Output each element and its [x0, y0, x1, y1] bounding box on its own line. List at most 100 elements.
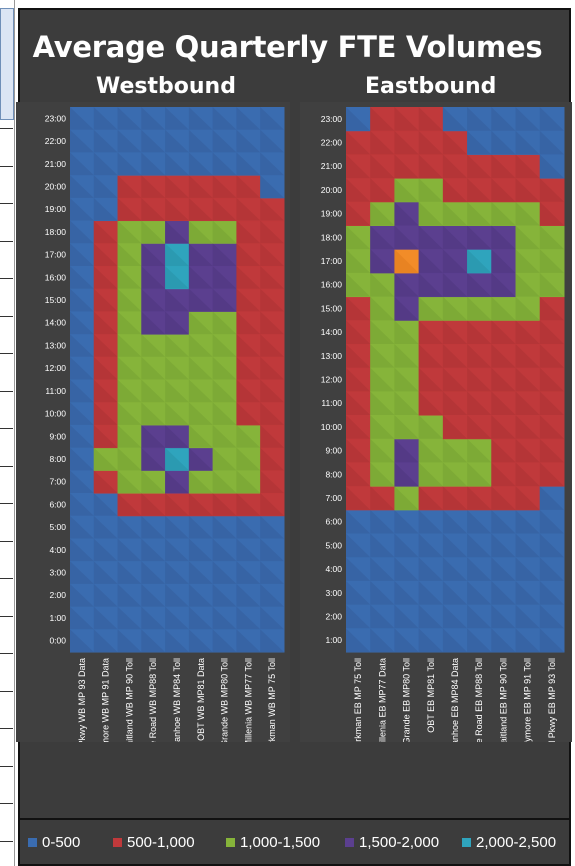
eastbound-cell-facet [467, 438, 492, 463]
margin-rule [0, 278, 13, 279]
eastbound-cell-facet [467, 462, 492, 487]
eastbound-cell-facet [394, 415, 419, 439]
westbound-cell-facet [165, 538, 189, 562]
westbound-y-tick-label: 2:00 [49, 590, 66, 600]
westbound-cell-facet [212, 470, 237, 494]
westbound-cell-facet [93, 220, 118, 244]
westbound-cell-facet [70, 447, 94, 471]
westbound-cell-facet [212, 424, 237, 448]
westbound-cell-facet [188, 629, 213, 652]
eastbound-x-tick-label: Lake Ivanhoe EB MP84 Data [450, 658, 460, 742]
westbound-cell-facet [165, 265, 189, 289]
left-margin-box [0, 8, 14, 120]
eastbound-y-tick-label: 13:00 [321, 351, 343, 361]
westbound-cell-facet [260, 356, 284, 380]
eastbound-cell-facet [370, 628, 395, 652]
eastbound-cell-facet [515, 130, 540, 155]
westbound-cell-facet [117, 561, 142, 584]
westbound-cell-facet [260, 311, 284, 335]
westbound-cell-facet [141, 311, 166, 335]
legend-swatch [462, 838, 471, 847]
westbound-y-tick-label: 14:00 [45, 318, 67, 328]
westbound-cell-facet [188, 243, 213, 266]
eastbound-y-tick-label: 5:00 [325, 540, 342, 550]
eastbound-y-tick-label: 23:00 [321, 114, 343, 124]
eastbound-cell-facet [467, 343, 492, 368]
eastbound-cell-facet [515, 225, 540, 250]
westbound-cell-facet [141, 402, 166, 425]
eastbound-cell-facet [467, 509, 492, 534]
westbound-cell-facet [260, 538, 284, 562]
westbound-cell-facet [93, 129, 118, 153]
westbound-cell-facet [260, 107, 284, 130]
westbound-cell-facet [236, 243, 261, 266]
margin-rule [0, 203, 13, 204]
eastbound-cell-facet [491, 343, 516, 368]
westbound-cell-facet [117, 424, 142, 448]
eastbound-y-tick-label: 8:00 [325, 469, 342, 479]
westbound-cell-facet [141, 493, 166, 516]
eastbound-y-tick-label: 21:00 [321, 161, 343, 171]
westbound-y-tick-label: 11:00 [45, 386, 66, 396]
westbound-cell-facet [165, 606, 189, 630]
legend-item: 0-500 [28, 834, 80, 851]
westbound-y-tick-label: 8:00 [49, 454, 66, 464]
eastbound-cell-facet [442, 533, 468, 558]
westbound-y-tick-label: 3:00 [49, 568, 66, 578]
westbound-cell-facet [188, 356, 213, 380]
westbound-cell-facet [165, 129, 189, 153]
eastbound-cell-facet [515, 320, 540, 344]
westbound-cell-facet [236, 288, 261, 312]
westbound-cell-facet [165, 334, 189, 357]
eastbound-cell-facet [394, 604, 419, 629]
westbound-cell-facet [260, 402, 284, 425]
eastbound-cell-facet [491, 557, 516, 581]
eastbound-cell-facet [515, 438, 540, 463]
westbound-cell-facet [236, 561, 261, 584]
margin-rule [0, 616, 13, 617]
westbound-cell-facet [70, 243, 94, 266]
westbound-y-tick-label: 7:00 [49, 477, 66, 487]
eastbound-cell-facet [394, 296, 419, 321]
eastbound-cell-facet [346, 249, 371, 273]
westbound-cell-facet [188, 220, 213, 244]
westbound-heatmap: 0:00 1:00 2:00 3:00 4:00 5:00 6:00 7:00 8:00 9:00… [45, 107, 285, 778]
eastbound-y-tick-label: 2:00 [325, 612, 342, 622]
eastbound-cell-facet [491, 201, 516, 226]
legend: 0-500 500-1,000 1,000-1,500 1,500-2,000 … [18, 820, 571, 866]
eastbound-cell-facet [394, 272, 419, 297]
westbound-cell-facet [70, 197, 94, 221]
westbound-cell-facet [165, 561, 189, 584]
eastbound-cell-facet [515, 604, 540, 629]
eastbound-cell-facet [346, 225, 371, 250]
eastbound-y-tick-label: 16:00 [321, 280, 343, 290]
westbound-cell-facet [260, 334, 284, 357]
eastbound-cell-facet [370, 154, 395, 179]
westbound-cell-facet [212, 629, 237, 652]
eastbound-cell-facet [346, 130, 371, 155]
eastbound-cell-facet [467, 272, 492, 297]
eastbound-x-tick-label: OBT EB MP81 Toll [426, 658, 436, 733]
eastbound-cell-facet [515, 415, 540, 439]
westbound-cell-facet [117, 538, 142, 562]
westbound-cell-facet [141, 152, 166, 176]
margin-rule [0, 728, 13, 729]
margin-rule [0, 503, 13, 504]
eastbound-x-tick-label: Rio Grande EB MP80 Toll [402, 658, 412, 742]
westbound-cell-facet [236, 538, 261, 562]
eastbound-cell-facet [442, 557, 468, 581]
westbound-cell-facet [212, 538, 237, 562]
westbound-cell-facet [165, 447, 189, 471]
westbound-subtitle: Westbound [96, 74, 236, 99]
eastbound-cell-facet [418, 225, 443, 250]
eastbound-cell-facet [539, 509, 564, 534]
legend-item: 2,000-2,500 [462, 834, 556, 851]
westbound-cell-facet [188, 606, 213, 630]
westbound-cell-facet [212, 606, 237, 630]
legend-swatch [226, 838, 235, 847]
westbound-y-tick-label: 1:00 [49, 613, 66, 623]
westbound-y-tick-label: 20:00 [45, 182, 67, 192]
westbound-cell-facet [260, 583, 284, 607]
legend-item: 1,000-1,500 [226, 834, 320, 851]
eastbound-cell-facet [442, 130, 468, 155]
